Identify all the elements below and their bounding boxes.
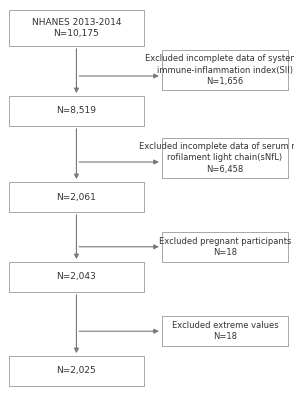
FancyBboxPatch shape: [162, 316, 288, 346]
Text: Excluded extreme values
N=18: Excluded extreme values N=18: [172, 321, 278, 341]
Text: NHANES 2013-2014
N=10,175: NHANES 2013-2014 N=10,175: [32, 18, 121, 38]
FancyBboxPatch shape: [9, 96, 144, 126]
Text: N=2,025: N=2,025: [56, 366, 96, 376]
FancyBboxPatch shape: [162, 138, 288, 178]
Text: Excluded pregnant participants
N=18: Excluded pregnant participants N=18: [159, 237, 291, 258]
FancyBboxPatch shape: [9, 356, 144, 386]
Text: N=2,043: N=2,043: [56, 272, 96, 282]
FancyBboxPatch shape: [162, 50, 288, 90]
FancyBboxPatch shape: [9, 10, 144, 46]
FancyBboxPatch shape: [9, 182, 144, 212]
Text: N=8,519: N=8,519: [56, 106, 96, 116]
Text: Excluded incomplete data of serum neu-
rofilament light chain(sNfL)
N=6,458: Excluded incomplete data of serum neu- r…: [139, 142, 294, 174]
FancyBboxPatch shape: [162, 232, 288, 262]
FancyBboxPatch shape: [9, 262, 144, 292]
Text: N=2,061: N=2,061: [56, 192, 96, 202]
Text: Excluded incomplete data of systemic
immune-inflammation index(SII)
N=1,656: Excluded incomplete data of systemic imm…: [145, 54, 294, 86]
